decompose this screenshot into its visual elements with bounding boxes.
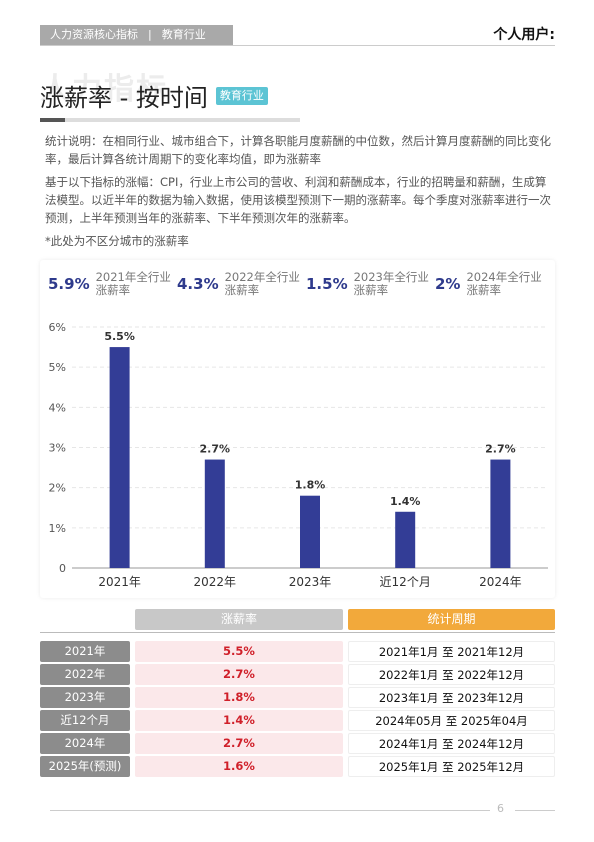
value-label: 5.5% (104, 330, 135, 343)
x-tick-label: 2021年 (98, 575, 141, 589)
summary-value: 1.5% (306, 275, 348, 293)
y-tick-label: 6% (49, 321, 66, 334)
header-tag-text: 人力资源核心指标 (50, 28, 138, 41)
table-line (40, 632, 555, 633)
watermark: 人力指标 (40, 72, 168, 107)
summary-value: 5.9% (48, 275, 90, 293)
y-tick-label: 1% (49, 522, 66, 535)
summary-item: 4.3% 2022年全行业涨薪率 (177, 268, 303, 300)
summary-label: 2021年全行业涨薪率 (95, 270, 171, 297)
table-header: 涨薪率 (135, 609, 343, 630)
title-row: 涨薪率 - 按时间 教育行业 (40, 83, 268, 113)
user-label: 个人用户: (493, 27, 555, 43)
value-label: 2.7% (485, 443, 516, 456)
header-line (40, 45, 555, 46)
description: 统计说明：在相同行业、城市组合下，计算各职能月度薪酬的中位数，然后计算月度薪酬的… (45, 134, 551, 166)
period-cell: 2024年1月 至 2024年12月 (348, 733, 555, 754)
period-cell: 2025年1月 至 2025年12月 (348, 756, 555, 777)
summary-value: 4.3% (177, 275, 219, 293)
rate-cell: 1.4% (135, 710, 343, 731)
summary-item: 5.9% 2021年全行业涨薪率 (48, 268, 174, 300)
row-label: 2023年 (40, 687, 130, 708)
period-cell: 2023年1月 至 2023年12月 (348, 687, 555, 708)
row-label: 2025年(预测) (40, 756, 130, 777)
rate-cell: 5.5% (135, 641, 343, 662)
title-underline (40, 118, 65, 122)
x-tick-label: 2023年 (289, 575, 332, 589)
description: 基于以下指标的涨幅：CPI，行业上市公司的营收、利润和薪酬成本，行业的招聘量和薪… (45, 175, 551, 225)
y-tick-label: 0 (59, 562, 66, 575)
page-title: 涨薪率 - 按时间 (40, 84, 208, 112)
header-tag: 人力资源核心指标 | 教育行业 (40, 25, 233, 45)
value-label: 2.7% (200, 443, 231, 456)
rate-cell: 1.8% (135, 687, 343, 708)
summary-label: 2022年全行业涨薪率 (224, 270, 300, 297)
row-label: 2022年 (40, 664, 130, 685)
note: *此处为不区分城市的涨薪率 (45, 234, 189, 248)
x-tick-label: 近12个月 (380, 575, 431, 589)
industry-badge: 教育行业 (215, 87, 268, 105)
footer-line (50, 810, 490, 811)
summary-item: 2% 2024年全行业涨薪率 (435, 268, 544, 300)
bar (109, 347, 130, 568)
bar (300, 495, 320, 568)
period-cell: 2021年1月 至 2021年12月 (348, 641, 555, 662)
bar (490, 459, 511, 568)
rate-cell: 2.7% (135, 733, 343, 754)
summary-value: 2% (435, 275, 461, 293)
value-label: 1.4% (390, 495, 421, 508)
y-tick-label: 3% (49, 442, 66, 455)
y-tick-label: 5% (49, 361, 66, 374)
rate-cell: 1.6% (135, 756, 343, 777)
header-industry: 教育行业 (161, 28, 206, 41)
summary-item: 1.5% 2023年全行业涨薪率 (306, 268, 432, 300)
table-header: 统计周期 (348, 609, 555, 630)
bar (395, 511, 416, 568)
x-tick-label: 2022年 (194, 575, 237, 589)
summary-label: 2024年全行业涨薪率 (466, 270, 542, 297)
bar (204, 459, 225, 568)
separator: | (148, 28, 152, 41)
chart: 0 1% 2% 3% 4% 5% 6% 2021年 5.5% 2022年 2.7% 2023年 1.8%… (49, 321, 548, 589)
row-label: 2021年 (40, 641, 130, 662)
x-tick-label: 2024年 (479, 575, 522, 589)
y-tick-label: 4% (49, 401, 66, 414)
row-label: 近12个月 (40, 710, 130, 731)
y-tick-label: 2% (49, 482, 66, 495)
row-label: 2024年 (40, 733, 130, 754)
page-number: 6 (497, 802, 504, 815)
summary-label: 2023年全行业涨薪率 (353, 270, 429, 297)
footer-line (515, 810, 555, 811)
value-label: 1.8% (295, 479, 326, 492)
period-cell: 2024年05月 至 2025年04月 (348, 710, 555, 731)
title-underline (65, 118, 300, 122)
period-cell: 2022年1月 至 2022年12月 (348, 664, 555, 685)
rate-cell: 2.7% (135, 664, 343, 685)
